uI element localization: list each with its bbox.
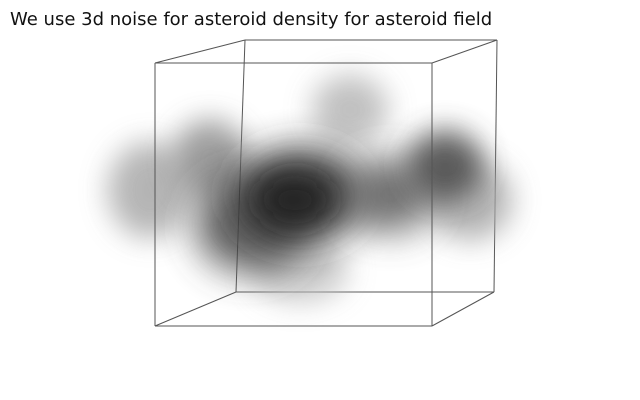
density-blob: [312, 75, 388, 145]
cube-edge: [431, 291, 495, 327]
cube-edge: [431, 39, 498, 64]
density-noise-field: [108, 75, 512, 302]
cube-edge: [154, 291, 237, 327]
cube-edge: [154, 39, 246, 64]
caption-title: We use 3d noise for asteroid density for…: [10, 9, 493, 30]
density-blob: [108, 142, 192, 238]
density-blob: [260, 175, 330, 225]
density-blob: [172, 120, 248, 200]
cube-edge: [493, 39, 498, 293]
cube-front-edges: [154, 39, 498, 327]
density-blob: [407, 130, 483, 200]
